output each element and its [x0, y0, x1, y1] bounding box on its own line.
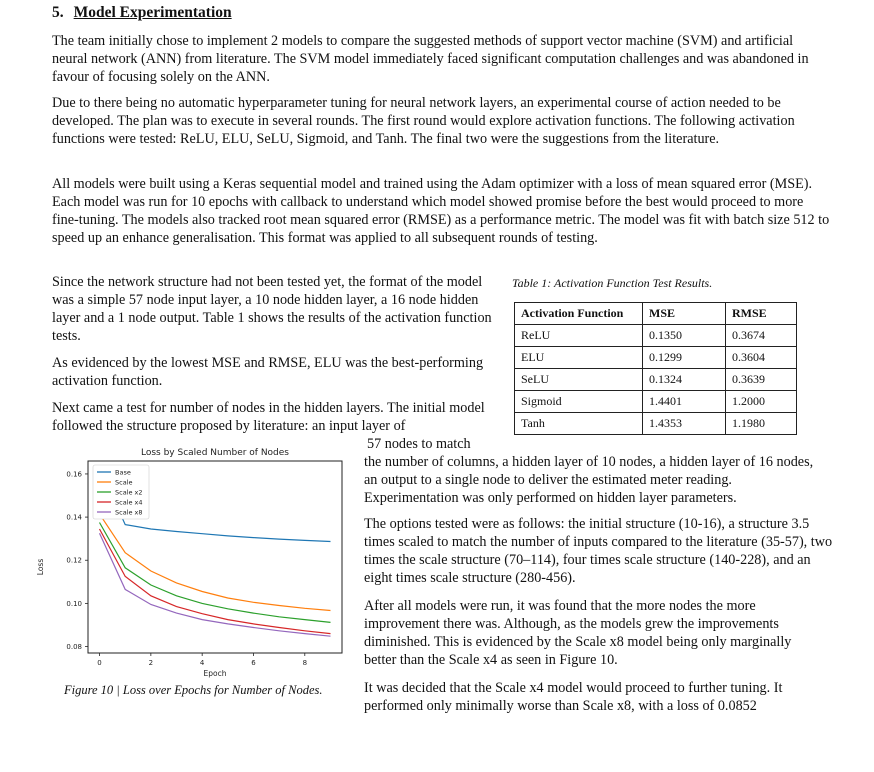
table-cell: Sigmoid [514, 390, 643, 413]
table-row: ReLU 0.1350 0.3674 [514, 324, 797, 347]
x-tick-label: 6 [251, 659, 256, 667]
paragraph-columns: the number of columns, a hidden layer of… [364, 454, 814, 506]
table-row: SeLU 0.1324 0.3639 [514, 368, 797, 391]
axis-ticks: 0 2 4 6 8 0.08 0.10 0.12 0.14 0.16 [66, 470, 307, 667]
x-axis-label: Epoch [204, 669, 227, 678]
table-row: Tanh 1.4353 1.1980 [514, 412, 797, 435]
section-number: 5. [52, 4, 64, 21]
table-cell: ReLU [514, 324, 643, 347]
y-tick-label: 0.14 [66, 514, 82, 522]
paragraph-network-structure: Since the network structure had not been… [52, 274, 492, 344]
series-line-4 [98, 533, 331, 637]
table-cell: Tanh [514, 412, 643, 435]
table-cell: 0.3604 [725, 346, 797, 369]
x-tick-label: 2 [149, 659, 153, 667]
series-line-1 [98, 513, 331, 612]
paragraph-node-test-continued: 57 nodes to match [367, 436, 471, 452]
y-tick-label: 0.10 [66, 600, 82, 608]
paragraph-elu-result: As evidenced by the lowest MSE and RMSE,… [52, 355, 484, 389]
y-axis-label: Loss [36, 559, 45, 576]
y-tick-label: 0.08 [66, 643, 82, 651]
legend-label: Scale [115, 479, 133, 487]
legend: Base Scale Scale x2 Scale x4 Scale x8 [92, 464, 150, 520]
x-tick-label: 4 [200, 659, 205, 667]
paragraph-node-test: Next came a test for number of nodes in … [52, 400, 485, 434]
chart-title: Loss by Scaled Number of Nodes [141, 448, 289, 458]
series-lines [98, 467, 331, 637]
series-line-0 [98, 467, 331, 543]
table-cell: SeLU [514, 368, 643, 391]
table-header-cell: Activation Function [514, 302, 643, 325]
legend-box [92, 464, 150, 520]
y-tick-label: 0.16 [66, 470, 82, 478]
section-title: Model Experimentation [73, 4, 232, 21]
paragraph-decision: It was decided that the Scale x4 model w… [364, 680, 783, 714]
table-header-cell: RMSE [725, 302, 797, 325]
table-cell: 1.1980 [725, 412, 797, 435]
table-cell: 0.3639 [725, 368, 797, 391]
table-cell: 0.1299 [642, 346, 726, 369]
table-cell: 0.1350 [642, 324, 726, 347]
y-tick-label: 0.12 [66, 557, 82, 565]
activation-table: Activation Function MSE RMSE ReLU 0.1350… [514, 302, 797, 435]
table-caption: Table 1: Activation Function Test Result… [512, 276, 713, 290]
table-row: Sigmoid 1.4401 1.2000 [514, 390, 797, 413]
table-header-cell: MSE [642, 302, 726, 325]
series-line-2 [98, 522, 331, 623]
table-cell: 0.3674 [725, 324, 797, 347]
table-cell: 1.2000 [725, 390, 797, 413]
paragraph-options: The options tested were as follows: the … [364, 516, 833, 586]
plot-frame [87, 460, 343, 654]
paragraph-results: After all models were run, it was found … [364, 598, 792, 668]
table-header-row: Activation Function MSE RMSE [514, 302, 797, 325]
x-tick-label: 8 [303, 659, 307, 667]
section-heading: 5. Model Experimentation [52, 4, 232, 22]
figure-caption: Figure 10 | Loss over Epochs for Number … [64, 683, 323, 697]
paragraph-intro: The team initially chose to implement 2 … [52, 33, 809, 85]
legend-label: Scale x2 [115, 489, 143, 497]
legend-label: Base [115, 469, 131, 477]
series-line-3 [98, 528, 331, 635]
legend-label: Scale x4 [115, 499, 143, 507]
table-cell: ELU [514, 346, 643, 369]
table-row: ELU 0.1299 0.3604 [514, 346, 797, 369]
table-cell: 1.4353 [642, 412, 726, 435]
legend-label: Scale x8 [115, 509, 143, 517]
paragraph-keras-setup: All models were built using a Keras sequ… [52, 176, 830, 246]
table-cell: 0.1324 [642, 368, 726, 391]
paragraph-hyperparameter: Due to there being no automatic hyperpar… [52, 95, 795, 147]
table-cell: 1.4401 [642, 390, 726, 413]
loss-chart: Loss by Scaled Number of Nodes 0 2 4 6 8 0.08… [36, 448, 343, 678]
x-tick-label: 0 [97, 659, 101, 667]
